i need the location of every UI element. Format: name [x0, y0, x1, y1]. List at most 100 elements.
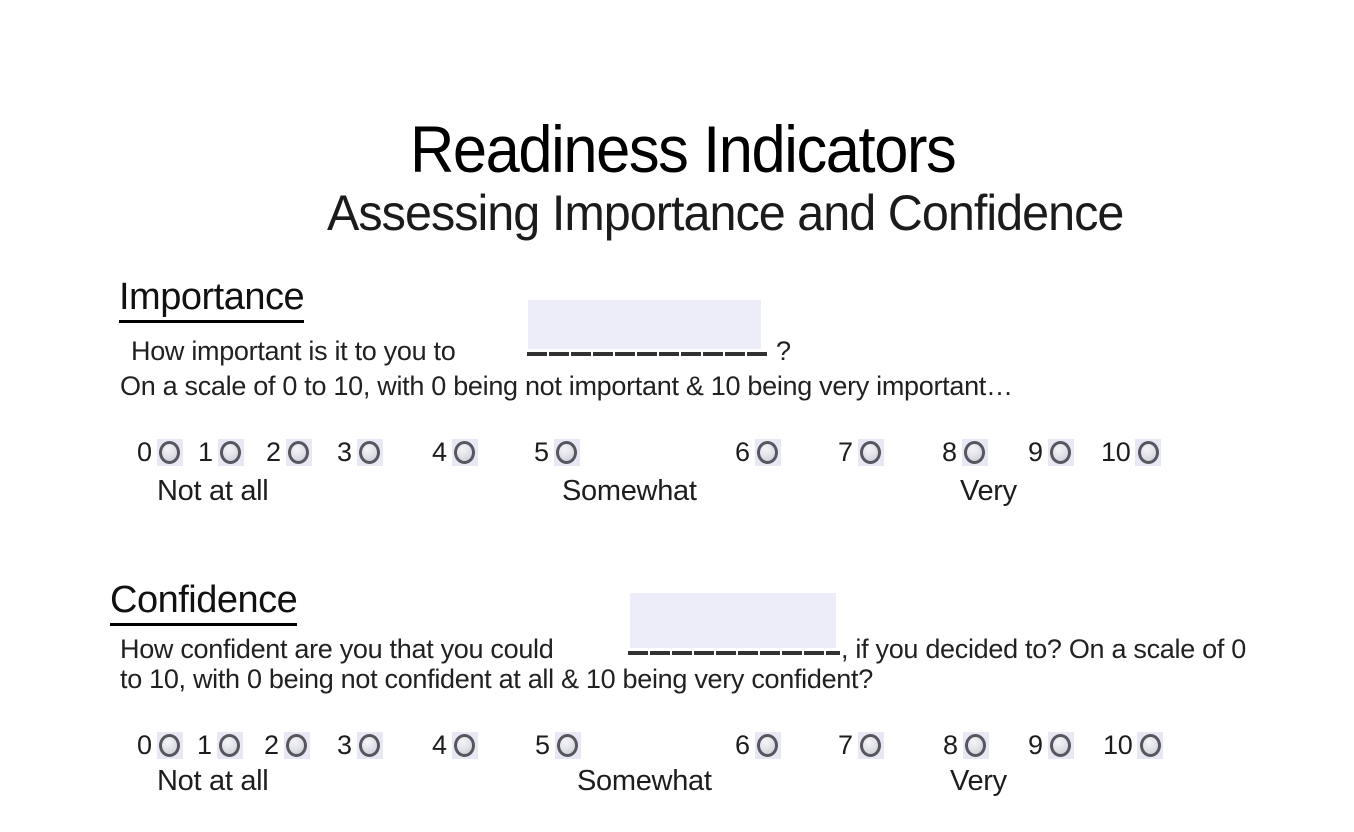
- scale-option-label: 8: [943, 730, 958, 760]
- radio-icon: [220, 441, 242, 464]
- importance-scale-option-8: 8: [942, 437, 988, 468]
- importance-radio-8[interactable]: [961, 439, 988, 466]
- importance-blank-underline: [527, 352, 767, 356]
- confidence-radio-5[interactable]: [554, 732, 581, 759]
- radio-icon: [1050, 734, 1072, 757]
- radio-icon: [1050, 441, 1072, 464]
- importance-radio-9[interactable]: [1047, 439, 1074, 466]
- confidence-question-suffix: , if you decided to? On a scale of 0: [841, 634, 1246, 664]
- confidence-question-line2: to 10, with 0 being not confident at all…: [120, 664, 873, 694]
- confidence-blank-field[interactable]: [630, 593, 836, 648]
- radio-icon: [757, 734, 779, 757]
- scale-option-label: 4: [432, 730, 447, 760]
- importance-radio-0[interactable]: [156, 439, 183, 466]
- importance-scale-option-2: 2: [266, 437, 312, 468]
- radio-icon: [288, 441, 310, 464]
- importance-anchor-high: Very: [960, 475, 1017, 507]
- scale-option-label: 10: [1101, 437, 1131, 467]
- scale-option-label: 2: [266, 437, 281, 467]
- confidence-anchor-low: Not at all: [157, 765, 269, 797]
- importance-scale-option-10: 10: [1101, 437, 1162, 468]
- radio-icon: [557, 734, 579, 757]
- importance-radio-6[interactable]: [754, 439, 781, 466]
- importance-anchor-mid: Somewhat: [562, 475, 697, 507]
- importance-scale-option-4: 4: [432, 437, 478, 468]
- importance-scale-option-6: 6: [735, 437, 781, 468]
- confidence-blank-underline: [628, 651, 840, 655]
- scale-option-label: 3: [337, 437, 352, 467]
- confidence-radio-7[interactable]: [857, 732, 884, 759]
- radio-icon: [757, 441, 779, 464]
- scale-option-label: 5: [535, 730, 550, 760]
- page-title: Readiness Indicators: [410, 112, 957, 186]
- confidence-scale-option-7: 7: [838, 730, 884, 761]
- radio-icon: [454, 734, 476, 757]
- radio-icon: [860, 734, 882, 757]
- confidence-question-prefix: How confident are you that you could: [120, 634, 554, 664]
- importance-radio-5[interactable]: [553, 439, 580, 466]
- importance-radio-1[interactable]: [217, 439, 244, 466]
- scale-option-label: 6: [735, 437, 750, 467]
- confidence-scale-option-3: 3: [337, 730, 383, 761]
- radio-icon: [964, 441, 986, 464]
- confidence-scale-option-1: 1: [197, 730, 243, 761]
- importance-scale-option-5: 5: [534, 437, 580, 468]
- scale-option-label: 4: [432, 437, 447, 467]
- radio-icon: [556, 441, 578, 464]
- importance-radio-10[interactable]: [1135, 439, 1162, 466]
- importance-radio-2[interactable]: [285, 439, 312, 466]
- confidence-radio-2[interactable]: [283, 732, 310, 759]
- scale-option-label: 0: [137, 437, 152, 467]
- confidence-radio-8[interactable]: [962, 732, 989, 759]
- confidence-anchor-mid: Somewhat: [577, 765, 712, 797]
- confidence-heading: Confidence: [110, 581, 298, 626]
- radio-icon: [1139, 734, 1161, 757]
- confidence-radio-1[interactable]: [216, 732, 243, 759]
- radio-icon: [965, 734, 987, 757]
- importance-radio-7[interactable]: [857, 439, 884, 466]
- confidence-radio-6[interactable]: [754, 732, 781, 759]
- importance-question-suffix: ?: [776, 336, 791, 366]
- importance-heading: Importance: [119, 278, 305, 323]
- importance-blank-field[interactable]: [528, 300, 761, 349]
- radio-icon: [219, 734, 241, 757]
- radio-icon: [286, 734, 308, 757]
- confidence-radio-9[interactable]: [1047, 732, 1074, 759]
- importance-scale-option-0: 0: [137, 437, 183, 468]
- radio-icon: [359, 734, 381, 757]
- confidence-scale-option-0: 0: [137, 730, 183, 761]
- confidence-radio-10[interactable]: [1137, 732, 1164, 759]
- importance-question-prefix: How important is it to you to: [131, 336, 456, 366]
- confidence-scale-option-10: 10: [1103, 730, 1164, 761]
- importance-scale-option-1: 1: [198, 437, 244, 468]
- scale-option-label: 10: [1103, 730, 1133, 760]
- confidence-scale-option-9: 9: [1028, 730, 1074, 761]
- importance-radio-4[interactable]: [451, 439, 478, 466]
- radio-icon: [159, 441, 181, 464]
- scale-option-label: 5: [534, 437, 549, 467]
- radio-icon: [454, 441, 476, 464]
- importance-scale-option-7: 7: [838, 437, 884, 468]
- scale-option-label: 0: [137, 730, 152, 760]
- confidence-section-header: Confidence: [110, 581, 298, 626]
- scale-option-label: 2: [264, 730, 279, 760]
- scale-option-label: 3: [337, 730, 352, 760]
- confidence-radio-3[interactable]: [356, 732, 383, 759]
- confidence-anchor-high: Very: [950, 765, 1007, 797]
- scale-option-label: 9: [1028, 437, 1043, 467]
- confidence-radio-4[interactable]: [451, 732, 478, 759]
- scale-option-label: 7: [838, 437, 853, 467]
- importance-scale-note: On a scale of 0 to 10, with 0 being not …: [120, 371, 1013, 401]
- confidence-radio-0[interactable]: [156, 732, 183, 759]
- radio-icon: [1137, 441, 1159, 464]
- scale-option-label: 6: [735, 730, 750, 760]
- scale-option-label: 8: [942, 437, 957, 467]
- confidence-scale-option-2: 2: [264, 730, 310, 761]
- importance-anchor-low: Not at all: [157, 475, 269, 507]
- importance-radio-3[interactable]: [356, 439, 383, 466]
- importance-scale-option-9: 9: [1028, 437, 1074, 468]
- radio-icon: [159, 734, 181, 757]
- confidence-scale-option-4: 4: [432, 730, 478, 761]
- confidence-scale-option-5: 5: [535, 730, 581, 761]
